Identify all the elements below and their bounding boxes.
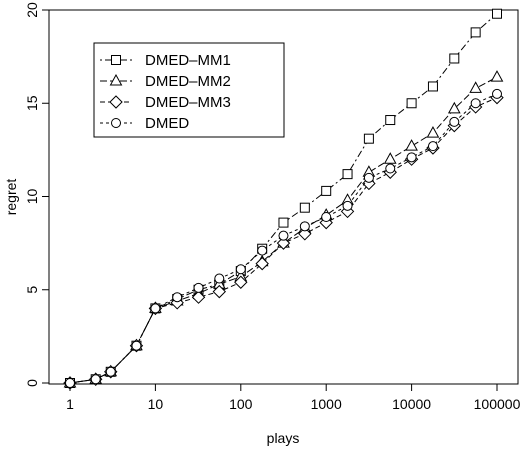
legend-box <box>93 42 285 138</box>
legend-marker <box>111 55 121 65</box>
series-point <box>406 98 417 109</box>
series-point <box>214 273 225 284</box>
x-tick-label: 10000 <box>392 396 431 412</box>
series-point <box>492 8 502 19</box>
series-point <box>234 275 248 289</box>
series-line <box>69 93 498 384</box>
x-axis: 1 10 100 1000 10000 100000 <box>66 384 521 412</box>
series-point <box>449 116 460 127</box>
y-tick-label: 10 <box>24 189 40 205</box>
series-point <box>383 152 397 164</box>
legend: DMED–MM1 DMED–MM2 DMED–MM3 DMED <box>93 42 285 138</box>
legend-item: DMED–MM2 <box>100 73 231 90</box>
legend-item: DMED <box>100 115 189 132</box>
series-point <box>405 139 418 151</box>
series-point <box>172 292 183 303</box>
x-tick-label: 1000 <box>311 396 342 412</box>
legend-label: DMED–MM1 <box>145 52 231 69</box>
series-point <box>470 27 481 38</box>
series-point <box>492 88 502 99</box>
y-axis-title: regret <box>3 179 19 216</box>
series-point <box>191 290 206 304</box>
y-tick-label: 15 <box>24 95 40 111</box>
series-point <box>212 284 227 299</box>
series-point <box>427 141 438 152</box>
series-point <box>257 245 268 256</box>
legend-marker <box>109 95 123 109</box>
series-point <box>105 366 116 377</box>
y-tick-label: 5 <box>24 286 40 294</box>
x-tick-label: 1 <box>66 396 74 412</box>
series-point <box>299 221 310 232</box>
series-point <box>278 230 289 241</box>
series-point <box>363 133 374 144</box>
series-point <box>321 212 332 223</box>
series-point <box>131 340 142 351</box>
series-point <box>90 374 101 385</box>
series-4 <box>65 88 502 388</box>
series-point <box>193 282 204 293</box>
series-point <box>490 70 504 82</box>
series-point <box>385 163 396 174</box>
series-point <box>406 152 417 163</box>
x-tick-label: 100000 <box>474 396 521 412</box>
series-point <box>385 115 396 126</box>
y-axis: 0 5 10 15 20 <box>24 2 49 387</box>
legend-label: DMED–MM3 <box>145 94 231 111</box>
series-point <box>426 126 440 138</box>
series-point <box>299 202 310 213</box>
legend-label: DMED <box>145 115 189 132</box>
series-point <box>276 236 291 250</box>
y-tick-label: 0 <box>24 379 40 387</box>
series-point <box>321 185 332 196</box>
y-tick-label: 20 <box>24 2 40 18</box>
series-point <box>342 200 353 211</box>
legend-item: DMED–MM1 <box>100 52 231 69</box>
series-point <box>342 169 353 180</box>
series-point <box>470 98 481 109</box>
series-point <box>235 264 246 275</box>
series-point <box>363 172 374 183</box>
series-point <box>447 101 461 114</box>
legend-item: DMED–MM3 <box>100 94 231 111</box>
series-point <box>150 303 161 314</box>
legend-marker <box>111 118 121 128</box>
series-layer <box>63 8 504 390</box>
series-point <box>449 53 460 64</box>
series-point <box>278 217 289 228</box>
series-point <box>65 378 75 388</box>
x-tick-label: 10 <box>148 396 164 412</box>
x-tick-label: 100 <box>229 396 253 412</box>
x-axis-title: plays <box>267 430 300 446</box>
series-point <box>298 227 312 241</box>
legend-marker <box>109 73 123 86</box>
series-point <box>255 256 269 271</box>
series-point <box>469 81 482 93</box>
series-point <box>427 81 438 92</box>
legend-label: DMED–MM2 <box>145 73 231 90</box>
